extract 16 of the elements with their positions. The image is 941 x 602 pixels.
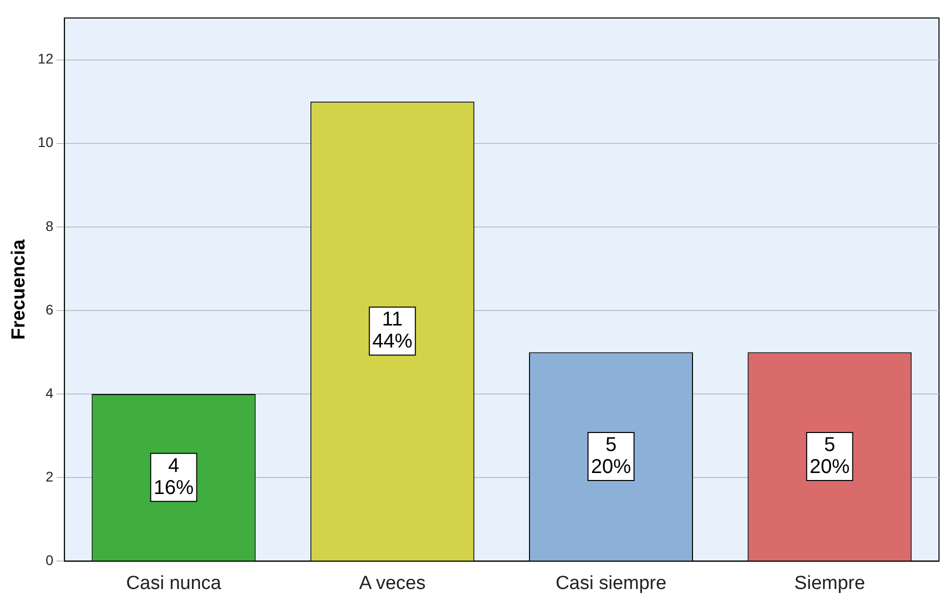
y-tick-label: 0 bbox=[46, 552, 54, 568]
data-label: 5 20% bbox=[810, 434, 850, 478]
x-tick-label: A veces bbox=[359, 572, 426, 594]
y-tick-label: 12 bbox=[38, 50, 54, 67]
y-tick-label: 4 bbox=[46, 384, 54, 401]
data-label: 4 16% bbox=[154, 454, 194, 499]
x-tick-label: Casi siempre bbox=[556, 572, 666, 594]
y-tick-label: 10 bbox=[38, 134, 54, 150]
y-tick-label: 6 bbox=[46, 301, 54, 318]
x-tick-label: Casi nunca bbox=[126, 572, 222, 594]
data-label: 5 20% bbox=[591, 434, 632, 478]
y-axis-title: Frecuencia bbox=[8, 239, 30, 340]
y-tick-label: 8 bbox=[46, 218, 54, 234]
data-label: 11 44% bbox=[372, 308, 413, 353]
y-tick-label: 2 bbox=[46, 468, 54, 484]
x-tick-label: Siempre bbox=[794, 572, 866, 594]
